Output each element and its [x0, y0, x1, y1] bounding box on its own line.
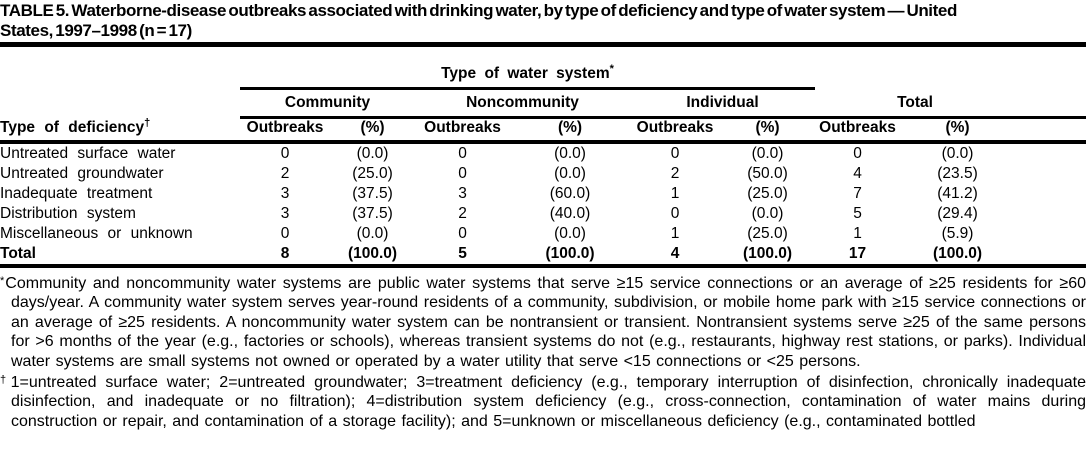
table-cell: (37.5) — [352, 205, 393, 222]
table-cell: 3 — [280, 205, 290, 222]
table-cell: 0 — [458, 165, 467, 182]
group-header-noncommunity: Noncommunity — [415, 90, 630, 119]
row-header-type-of-deficiency: Type of deficiency† — [0, 116, 240, 140]
row-label: Distribution system — [0, 205, 136, 222]
table-cell: (25.0) — [747, 225, 788, 242]
table-cell: (25.0) — [747, 185, 788, 202]
column-header-pct-noncommunity: (%) — [557, 119, 583, 136]
table-cell: 8 — [280, 245, 290, 262]
table-cell: 3 — [458, 185, 467, 202]
group-header-total: Total — [815, 90, 1015, 119]
table-cell: 0 — [280, 225, 290, 242]
column-header-outbreaks-community: Outbreaks — [246, 119, 324, 136]
title-divider-rule — [0, 42, 1086, 47]
table-cell: 0 — [280, 145, 290, 162]
table-cell: 1 — [853, 225, 862, 242]
footnote-deficiency: †1=untreated surface water; 2=untreated … — [0, 371, 1086, 431]
table-cell: (23.5) — [937, 165, 978, 182]
table-cell: 1 — [670, 185, 680, 202]
footnotes: *Community and noncommunity water system… — [0, 268, 1086, 431]
column-header-pct-community: (%) — [360, 119, 385, 136]
footnote-dagger-marker: † — [0, 374, 10, 387]
water-system-spanner-label: Type of water system — [441, 65, 610, 82]
spanner-footnote-marker: * — [609, 62, 614, 75]
group-header-filler — [1015, 90, 1086, 119]
table-cell: 2 — [670, 165, 680, 182]
footnote-water-system: *Community and noncommunity water system… — [0, 272, 1086, 371]
table-group-header-row: Community Noncommunity Individual Total — [0, 90, 1086, 119]
group-header-individual: Individual — [630, 90, 815, 119]
table-title: TABLE 5. Waterborne-disease outbreaks as… — [0, 0, 1086, 41]
table-cell: (25.0) — [352, 165, 393, 182]
column-header-outbreaks-noncommunity: Outbreaks — [424, 119, 501, 136]
table-cell: (100.0) — [932, 245, 983, 262]
table-cell: (0.0) — [554, 145, 586, 162]
group-header-community: Community — [240, 90, 415, 119]
row-header-label: Type of deficiency — [0, 119, 145, 136]
table-cell: 7 — [853, 185, 862, 202]
row-header-footnote-marker: † — [144, 116, 151, 129]
footnote-asterisk-text: Community and noncommunity water systems… — [5, 275, 1086, 370]
table-cell: 3 — [280, 185, 290, 202]
column-header-filler — [1015, 137, 1086, 140]
row-label: Inadequate treatment — [0, 185, 153, 202]
table-cell: 2 — [280, 165, 290, 182]
water-system-spanner-header: Type of water system* — [240, 62, 815, 90]
table-cell: 4 — [853, 165, 862, 182]
table-cell: 5 — [458, 245, 467, 262]
row-label: Untreated surface water — [0, 145, 176, 162]
table-cell: (0.0) — [554, 165, 586, 182]
row-label: Untreated groundwater — [0, 165, 164, 182]
table-cell: (29.4) — [937, 205, 978, 222]
table-cell: (0.0) — [941, 145, 974, 162]
row-label: Total — [0, 245, 36, 262]
row-label: Miscellaneous or unknown — [0, 225, 193, 242]
table-cell: (100.0) — [742, 245, 793, 262]
table-cell: (50.0) — [747, 165, 788, 182]
table-cell: 0 — [853, 145, 862, 162]
table-title-line1: TABLE 5. Waterborne-disease outbreaks as… — [0, 1, 957, 20]
column-header-pct-total: (%) — [945, 119, 970, 136]
table-cell: (40.0) — [549, 205, 591, 222]
table-cell: 4 — [670, 245, 680, 262]
table-cell: 2 — [458, 205, 467, 222]
table-cell: 5 — [853, 205, 862, 222]
table-cell: (5.9) — [941, 225, 974, 242]
table-column-header-row: Type of deficiency† Outbreaks (%) Outbre… — [0, 116, 1086, 144]
footnote-dagger-text: 1=untreated surface water; 2=untreated g… — [10, 374, 1086, 430]
table-cell: (100.0) — [347, 245, 398, 262]
table-row-total: Total 8 (100.0) 5 (100.0) 4 (100.0) 17 (… — [0, 244, 1086, 264]
table-cell: 0 — [670, 205, 680, 222]
table-cell: (60.0) — [549, 185, 591, 202]
footnote-asterisk-marker: * — [0, 275, 5, 287]
table-row-untreated-groundwater: Untreated groundwater 2 (25.0) 0 (0.0) 2… — [0, 164, 1086, 184]
table-cell: (100.0) — [545, 245, 595, 262]
table-cell: 0 — [670, 145, 680, 162]
table-cell: (37.5) — [352, 185, 393, 202]
table-row-miscellaneous-or-unknown: Miscellaneous or unknown 0 (0.0) 0 (0.0)… — [0, 224, 1086, 244]
column-header-outbreaks-individual: Outbreaks — [636, 119, 714, 136]
table-cell: 0 — [458, 145, 467, 162]
column-header-outbreaks-total: Outbreaks — [819, 119, 896, 136]
table-cell: 0 — [458, 225, 467, 242]
table-row-distribution-system: Distribution system 3 (37.5) 2 (40.0) 0 … — [0, 204, 1086, 224]
column-header-pct-individual: (%) — [755, 119, 780, 136]
table-cell: (0.0) — [751, 205, 784, 222]
table-cell: (0.0) — [554, 225, 586, 242]
table-cell: (0.0) — [356, 225, 389, 242]
table-cell: (0.0) — [751, 145, 784, 162]
table-bottom-rule — [0, 264, 1086, 268]
table-row-untreated-surface-water: Untreated surface water 0 (0.0) 0 (0.0) … — [0, 144, 1086, 164]
table-row-inadequate-treatment: Inadequate treatment 3 (37.5) 3 (60.0) 1… — [0, 184, 1086, 204]
table-cell: 1 — [670, 225, 680, 242]
table-title-line2: States, 1997–1998 (n = 17) — [0, 21, 192, 40]
table-header-spanner-row: Type of water system* — [0, 47, 1086, 90]
table-cell: 17 — [848, 245, 867, 262]
table-cell: (0.0) — [356, 145, 389, 162]
table-cell: (41.2) — [937, 185, 978, 202]
